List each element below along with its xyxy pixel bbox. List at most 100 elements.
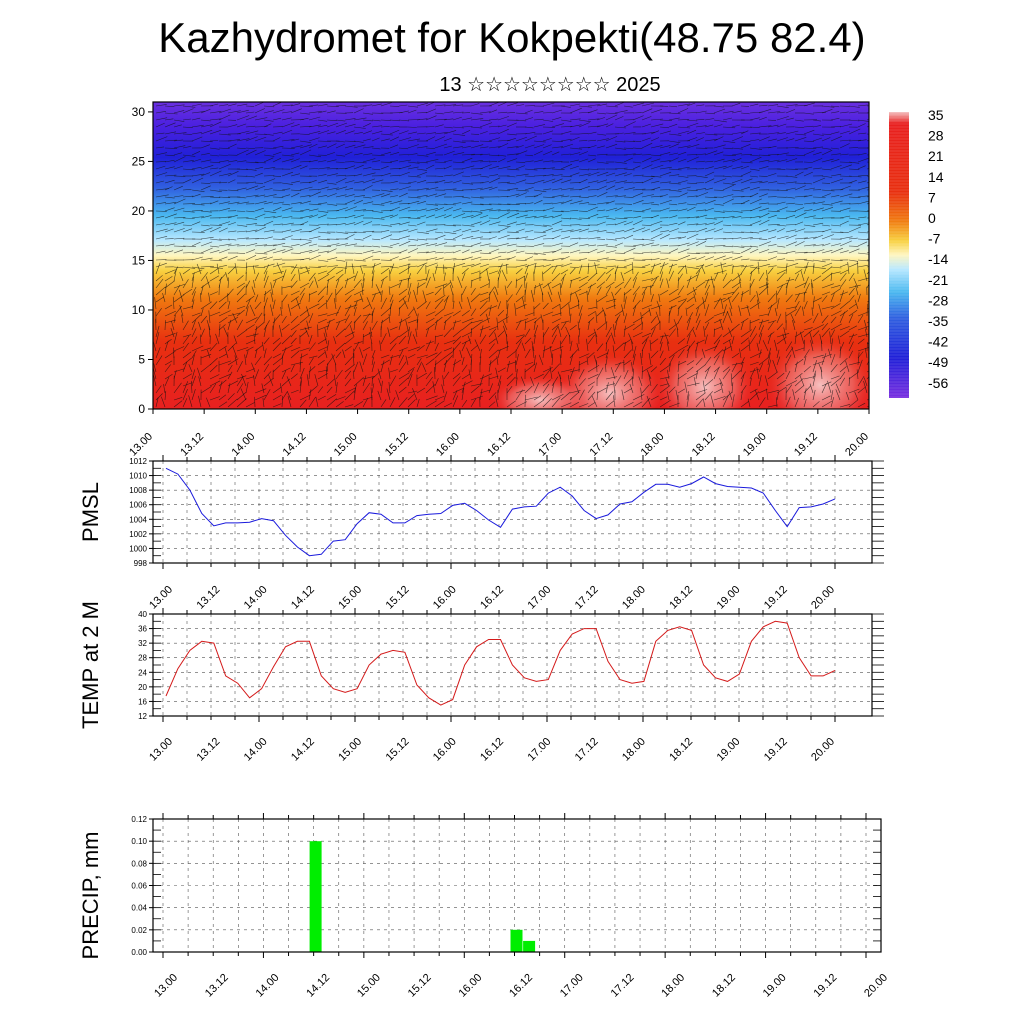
wind-barb <box>794 221 804 226</box>
wind-barb <box>812 401 820 408</box>
wind-barb <box>650 327 656 338</box>
wind-barb <box>614 270 617 282</box>
wind-barb <box>479 373 492 380</box>
wind-barb <box>839 153 849 156</box>
wind-barb <box>335 342 346 352</box>
wind-barb <box>848 325 858 331</box>
wind-barb <box>614 375 622 387</box>
wind-barb <box>164 122 176 128</box>
wind-barb <box>569 390 581 394</box>
wind-barb <box>767 236 777 240</box>
wind-barb <box>857 210 869 212</box>
wind-barb <box>461 224 475 227</box>
wind-barb <box>479 334 487 345</box>
wind-barb <box>371 293 376 303</box>
wind-barb <box>234 263 238 275</box>
wind-barb <box>848 287 855 296</box>
wind-barb <box>866 125 869 128</box>
wind-barb <box>405 320 409 331</box>
wind-barb <box>731 281 742 289</box>
wind-barb <box>497 181 511 184</box>
wind-barb <box>371 160 381 163</box>
wind-barb <box>515 389 523 401</box>
wind-barb <box>677 166 690 170</box>
wind-barb <box>677 119 690 121</box>
wind-barb <box>236 305 246 310</box>
wind-barb <box>495 395 499 408</box>
wind-barb <box>551 242 563 247</box>
wind-barb <box>218 394 227 401</box>
wind-barb <box>272 223 283 226</box>
wind-barb <box>281 395 283 408</box>
wind-barb <box>263 133 274 136</box>
wind-barb <box>326 312 339 317</box>
wind-barb <box>560 119 572 122</box>
wind-barb <box>380 234 393 240</box>
wind-barb <box>632 286 641 296</box>
wind-barb <box>191 216 205 219</box>
wind-barb <box>756 291 760 303</box>
wind-barb <box>218 265 227 268</box>
wind-barb <box>785 380 798 387</box>
wind-barb <box>623 402 634 408</box>
wind-barb <box>335 286 344 296</box>
wind-barb <box>515 112 528 115</box>
colorbar-label: -56 <box>928 375 948 391</box>
wind-barb <box>704 356 712 366</box>
wind-barb <box>767 404 778 408</box>
precip-y-tick-label: 0.04 <box>131 904 147 913</box>
wind-barb <box>614 287 622 296</box>
wind-barb <box>839 123 853 128</box>
wind-barb <box>479 203 492 206</box>
wind-barb <box>762 340 769 352</box>
wind-barb <box>326 173 338 177</box>
wind-barb <box>542 216 554 219</box>
wind-barb <box>254 150 266 156</box>
wind-barb <box>731 179 743 184</box>
wind-barb <box>299 117 309 121</box>
wind-barb <box>677 344 689 352</box>
wind-barb <box>728 390 733 401</box>
wind-barb <box>344 304 352 317</box>
wind-barb <box>425 108 437 114</box>
wind-barb <box>686 223 699 226</box>
wind-barb <box>632 102 645 107</box>
wind-barb <box>236 319 243 331</box>
wind-barb <box>713 178 727 184</box>
wind-barb <box>731 153 742 156</box>
wind-barb <box>245 306 249 317</box>
wind-barb <box>191 312 201 317</box>
pmsl-x-tick-label: 14.00 <box>242 584 270 612</box>
wind-barb <box>479 160 491 163</box>
wind-barb <box>839 250 849 254</box>
wind-barb <box>659 289 669 296</box>
wind-barb <box>776 269 787 275</box>
temp-x-tick-label: 13.00 <box>147 736 175 764</box>
wind-barb <box>569 152 581 156</box>
wind-barb <box>371 179 384 184</box>
wind-barb <box>281 158 294 163</box>
wind-barb <box>596 367 604 380</box>
wind-barb <box>587 195 597 198</box>
wind-barb <box>263 297 268 310</box>
wind-barb <box>515 165 525 170</box>
wind-barb <box>164 360 173 366</box>
wind-barb <box>380 230 390 233</box>
wind-barb <box>785 104 798 107</box>
wind-barb <box>353 140 364 143</box>
wind-barb <box>254 244 268 247</box>
wind-barb <box>290 323 300 331</box>
wind-barb <box>299 326 312 331</box>
wind-barb <box>767 371 778 380</box>
wind-barb <box>407 291 411 303</box>
wind-barb <box>506 158 518 163</box>
wind-barb <box>758 375 762 387</box>
wind-barb <box>272 353 282 359</box>
wind-barb <box>758 325 764 338</box>
wind-barb <box>758 319 764 331</box>
wind-barb <box>479 243 491 247</box>
wind-barb <box>812 119 822 122</box>
wind-barb <box>666 278 670 289</box>
wind-barb <box>443 320 447 331</box>
wind-barb <box>812 201 825 205</box>
